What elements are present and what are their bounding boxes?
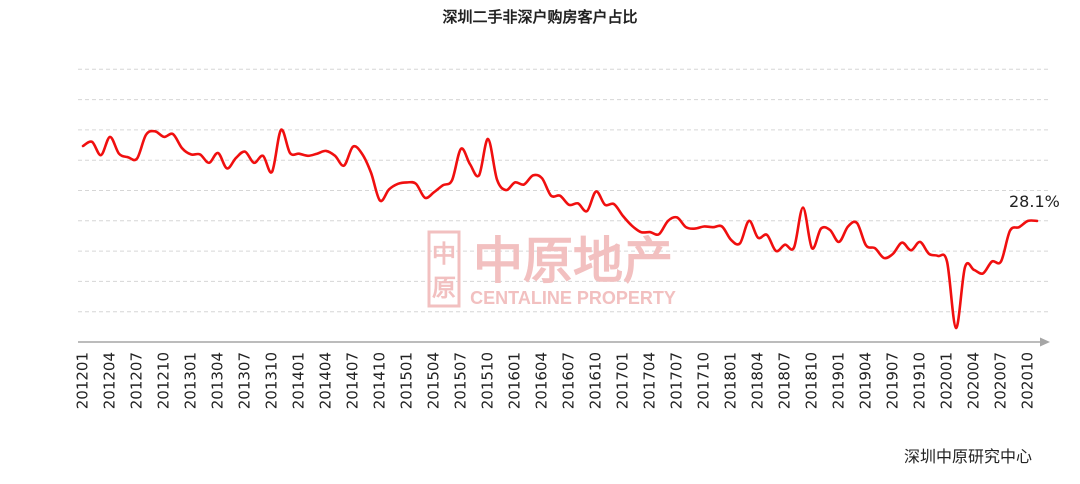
x-tick-label: 201801	[722, 352, 740, 409]
centaline-watermark: 中 原 中原地产 CENTALINE PROPERTY	[427, 230, 676, 308]
x-tick-label: 201507	[452, 352, 470, 409]
x-tick-label: 201710	[695, 352, 713, 409]
x-tick-label: 201410	[371, 352, 389, 409]
x-tick-label: 201901	[830, 352, 848, 409]
x-tick-label: 201501	[398, 352, 416, 409]
series-non-shenzhen-share	[81, 128, 1039, 330]
x-tick-label: 201204	[101, 352, 119, 409]
x-tick-label: 201707	[668, 352, 686, 409]
x-tick-label: 201310	[263, 352, 281, 409]
x-tick-label: 201307	[236, 352, 254, 409]
watermark-brand-en: CENTALINE PROPERTY	[470, 288, 676, 308]
x-axis: 201201 201204 201207 201210 201301 201304 2013…	[74, 337, 1050, 409]
x-tick-label: 202007	[992, 352, 1010, 409]
x-tick-label: 202001	[938, 352, 956, 409]
data-labels: 28.1%	[1009, 192, 1060, 211]
source-note: 深圳中原研究中心	[903, 447, 1032, 466]
x-tick-label: 201810	[803, 352, 821, 409]
x-tick-label: 201907	[884, 352, 902, 409]
x-tick-label: 201404	[317, 352, 335, 409]
x-tick-label: 201807	[776, 352, 794, 409]
x-tick-label: 201401	[290, 352, 308, 409]
x-tick-label: 201504	[425, 352, 443, 409]
x-tick-label: 201904	[857, 352, 875, 409]
x-tick-label: 201601	[506, 352, 524, 409]
x-tick-label: 201304	[209, 352, 227, 409]
x-axis-arrow	[1040, 337, 1050, 347]
x-tick-label: 201610	[587, 352, 605, 409]
x-tick-label: 201510	[479, 352, 497, 409]
seal-char-1: 中	[432, 240, 456, 268]
last-value-label: 28.1%	[1009, 192, 1060, 211]
seal-char-2: 原	[432, 274, 456, 302]
x-tick-label: 201301	[182, 352, 200, 409]
x-tick-label: 201704	[641, 352, 659, 409]
x-tick-label: 201804	[749, 352, 767, 409]
x-tick-label: 201607	[560, 352, 578, 409]
x-tick-label: 201407	[344, 352, 362, 409]
x-tick-label: 202010	[1019, 352, 1037, 409]
x-tick-label: 201604	[533, 352, 551, 409]
x-tick-label: 201207	[128, 352, 146, 409]
seal-frame	[427, 230, 461, 308]
watermark-brand-cn: 中原地产	[473, 232, 673, 290]
x-tick-label: 202004	[965, 352, 983, 409]
x-tick-label: 201910	[911, 352, 929, 409]
x-tick-label: 201210	[155, 352, 173, 409]
x-tick-label: 201701	[614, 352, 632, 409]
gridlines	[78, 68, 1048, 313]
chart-title: 深圳二手非深户购房客户占比	[442, 8, 638, 26]
x-tick-label: 201201	[74, 352, 92, 409]
series-line	[81, 128, 1039, 330]
